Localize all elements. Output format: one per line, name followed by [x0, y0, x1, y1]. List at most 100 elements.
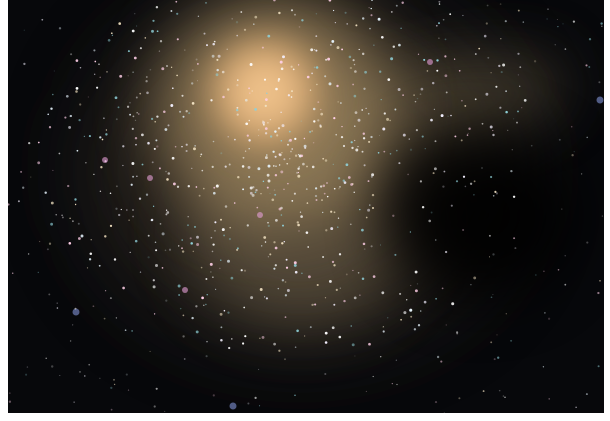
star: [215, 288, 217, 290]
star: [410, 284, 412, 287]
star: [122, 145, 125, 148]
star: [264, 127, 268, 130]
star: [372, 207, 374, 209]
star: [379, 355, 382, 358]
star: [274, 264, 277, 267]
star: [369, 204, 371, 206]
star: [306, 75, 310, 79]
star: [218, 184, 220, 186]
star: [293, 263, 297, 267]
star: [275, 165, 277, 168]
star: [291, 148, 294, 150]
star: [343, 181, 347, 184]
star: [456, 331, 459, 334]
star: [301, 19, 304, 22]
star: [267, 179, 271, 183]
star: [438, 3, 441, 5]
star: [423, 300, 427, 304]
star: [224, 205, 228, 208]
star: [163, 110, 166, 114]
star: [266, 154, 268, 156]
star: [409, 231, 412, 233]
star: [305, 188, 308, 190]
star: [88, 363, 91, 366]
star: [438, 22, 440, 25]
star: [273, 0, 276, 2]
star: [220, 218, 222, 221]
star: [93, 173, 95, 176]
star: [139, 47, 142, 50]
star: [247, 165, 251, 169]
star: [231, 18, 233, 20]
star: [294, 13, 296, 16]
star: [155, 139, 158, 142]
star: [134, 13, 136, 15]
star: [274, 193, 277, 196]
star: [296, 221, 299, 224]
star: [367, 180, 370, 183]
star: [274, 155, 277, 158]
star: [98, 264, 101, 267]
star: [135, 143, 137, 146]
star: [196, 243, 200, 246]
star: [495, 192, 499, 195]
star: [349, 66, 353, 70]
star: [305, 231, 309, 234]
star: [370, 176, 373, 178]
star: [354, 111, 358, 114]
star: [11, 272, 14, 274]
star: [154, 241, 157, 244]
star: [330, 44, 332, 46]
star: [304, 146, 307, 150]
star: [306, 165, 308, 168]
star: [481, 167, 483, 169]
star: [158, 50, 161, 52]
star: [190, 242, 193, 245]
dark-region: [385, 130, 575, 300]
star: [490, 72, 492, 74]
star: [175, 0, 178, 3]
star: [379, 70, 382, 73]
star: [58, 27, 62, 30]
star: [419, 310, 422, 312]
star: [519, 85, 521, 87]
star: [50, 201, 54, 205]
star: [216, 58, 219, 61]
star: [128, 219, 130, 221]
star: [447, 115, 449, 118]
star: [497, 356, 500, 359]
star: [585, 393, 588, 396]
star: [220, 152, 223, 155]
star: [365, 107, 367, 110]
star: [72, 220, 74, 223]
star: [152, 205, 155, 207]
star: [286, 289, 290, 292]
star: [533, 60, 537, 63]
star: [94, 73, 96, 75]
star: [426, 70, 429, 72]
star: [203, 304, 205, 307]
star: [52, 93, 54, 96]
star: [244, 335, 247, 338]
star: [435, 239, 437, 241]
star: [445, 324, 448, 326]
star: [389, 153, 392, 155]
star: [365, 216, 368, 219]
star: [315, 199, 318, 201]
star: [221, 70, 225, 74]
star: [371, 173, 375, 177]
star: [309, 89, 312, 91]
star: [231, 338, 233, 340]
star: [88, 258, 92, 261]
star: [498, 389, 501, 392]
star: [248, 119, 251, 122]
star: [319, 124, 322, 127]
star: [154, 121, 156, 123]
star: [251, 90, 253, 92]
star: [191, 102, 195, 105]
star: [296, 329, 299, 333]
star: [513, 237, 516, 240]
star: [161, 267, 164, 269]
star: [391, 383, 393, 385]
star: [370, 175, 374, 178]
